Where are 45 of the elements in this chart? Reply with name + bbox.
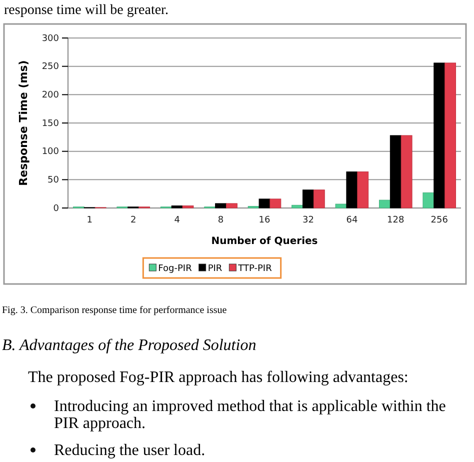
text: B. Advantages of the Proposed Solution [2,337,256,354]
bar [422,192,434,208]
bar [335,204,347,208]
x-axis-title: Number of Queries [211,236,318,247]
y-tick-label: 150 [42,118,60,129]
bar [292,204,303,208]
bar [171,205,183,208]
x-tick-label: 2 [130,215,136,226]
bar [270,198,282,208]
bar [226,203,238,208]
x-tick-label: 128 [387,215,405,226]
bar [400,135,412,208]
bar [182,205,194,208]
legend-label: Fog-PIR [158,264,192,274]
y-tick-label: 300 [42,34,60,44]
bar [390,135,402,208]
x-tick-label: 8 [218,215,224,226]
bar [258,198,270,208]
y-tick-label: 200 [42,90,60,101]
y-tick-label: 0 [53,204,60,214]
legend-label: PIR [208,264,222,274]
x-tick-label: 256 [430,215,448,226]
y-tick-label: 50 [48,176,60,186]
bar [302,190,314,208]
bar [434,62,446,208]
y-tick-label: 100 [42,147,60,158]
text: Reducing the user load. [54,442,206,459]
text: response time will be greater. [4,3,168,18]
x-tick-label: 1 [86,215,93,226]
y-axis-title: Response Time (ms) [17,60,30,186]
legend-label: TTP-PIR [237,264,272,274]
text: Introducing an improved method that is applicable within the PIR approach. [54,398,446,432]
x-tick-label: 32 [302,215,314,226]
x-tick-label: 64 [346,215,358,226]
bar [346,171,358,208]
x-tick-label: 16 [258,215,270,226]
bar [444,62,456,208]
bar [313,190,325,208]
bar [357,171,369,208]
text: The proposed Fog-PIR approach has following advantages: [28,369,408,386]
x-tick-label: 4 [174,215,180,226]
bar [379,200,390,208]
y-tick-label: 250 [42,62,60,72]
caption: Fig. 3. Comparison response time for performance issue [2,305,228,316]
bar [215,203,226,208]
